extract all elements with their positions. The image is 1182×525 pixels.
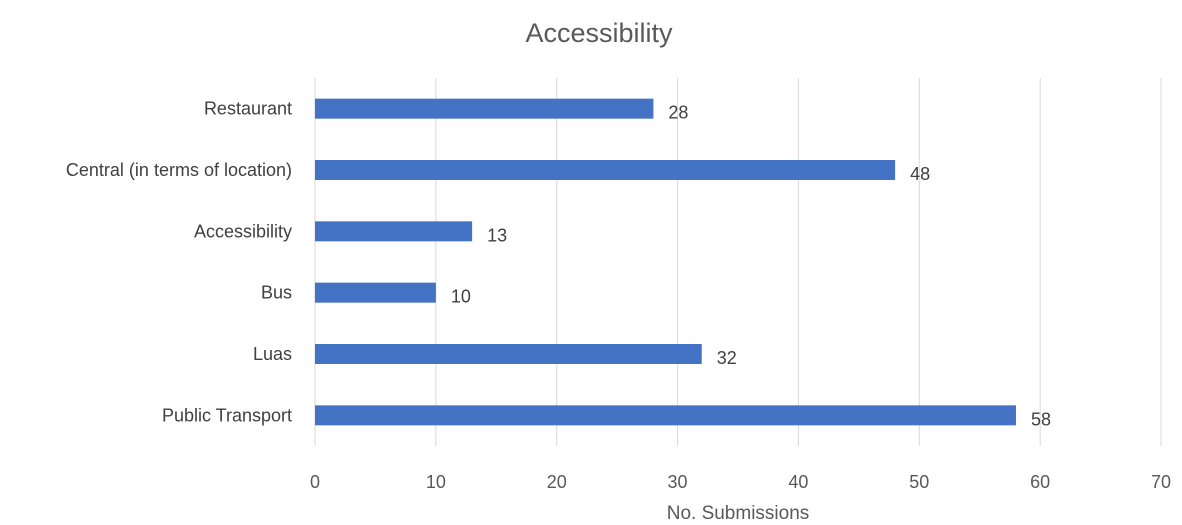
data-label: 13 (487, 225, 507, 245)
x-tick-label: 20 (547, 472, 567, 492)
bar (315, 221, 473, 242)
chart-title: Accessibility (525, 18, 673, 48)
category-label: Central (in terms of location) (66, 160, 292, 180)
x-axis-label: No. Submissions (667, 503, 810, 524)
x-tick-label: 0 (310, 472, 320, 492)
bar (315, 160, 896, 180)
category-label: Public Transport (162, 405, 292, 425)
bar (315, 282, 436, 303)
x-tick-label: 40 (788, 472, 808, 492)
bars (315, 98, 1016, 426)
x-tick-label: 60 (1030, 472, 1050, 492)
bar (315, 344, 702, 364)
data-label: 10 (451, 287, 471, 307)
category-label: Restaurant (204, 99, 292, 119)
x-tick-label: 70 (1151, 472, 1171, 492)
data-label: 32 (717, 348, 737, 368)
data-label: 58 (1031, 409, 1051, 429)
data-label: 28 (668, 103, 688, 123)
bar (315, 405, 1016, 426)
x-tick-label: 10 (426, 472, 446, 492)
data-label: 48 (910, 164, 930, 184)
category-label: Accessibility (194, 221, 292, 241)
bar (315, 98, 654, 119)
x-tick-label: 30 (668, 472, 688, 492)
category-label: Bus (261, 283, 292, 303)
category-label: Luas (253, 344, 292, 364)
x-tick-label: 50 (909, 472, 929, 492)
x-tick-labels: 0 10 20 30 40 50 60 70 (310, 472, 1171, 492)
gridlines (314, 78, 1162, 446)
category-labels: Restaurant Central (in terms of location)… (66, 99, 292, 426)
data-labels: 28 48 13 10 32 58 (451, 103, 1051, 430)
